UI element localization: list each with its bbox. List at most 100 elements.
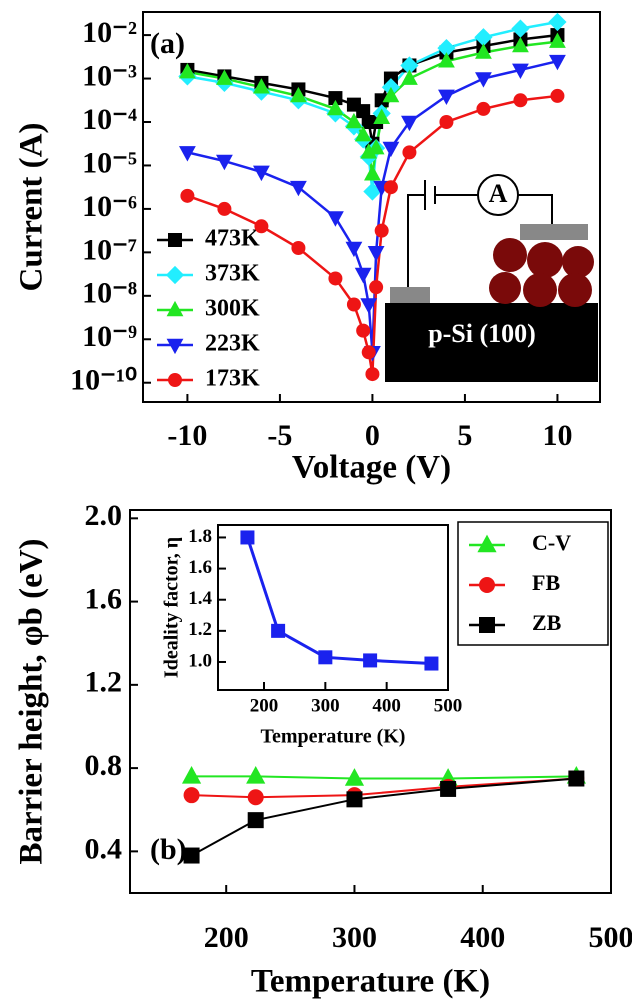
data-point (475, 72, 492, 88)
x-axis-title: Temperature (K) (251, 964, 490, 1000)
data-point (401, 69, 418, 85)
data-point (476, 101, 491, 116)
data-point (254, 219, 269, 234)
x-tick-label: 300 (332, 921, 377, 954)
data-point (356, 104, 371, 119)
annotation: (b) (150, 833, 187, 866)
data-point (438, 52, 455, 68)
y-axis-title: Ideality factor, η (161, 537, 183, 678)
data-point (438, 89, 455, 106)
annotation: p-Si (100) (428, 319, 536, 348)
y-tick-label: 1.2 (188, 619, 212, 640)
y-axis-title: Barrier height, φb (eV) (14, 538, 50, 864)
legend-label: 473K (205, 226, 260, 252)
data-point (180, 188, 195, 203)
legend-marker (165, 265, 185, 285)
chart-panel: 200 300 400 500 1.0 1.2 1.4 1.6 1.8 Temperature (… (161, 524, 463, 748)
data-point (346, 297, 361, 312)
data-point (437, 39, 456, 58)
data-point (401, 115, 418, 132)
data-point (253, 165, 270, 182)
y-tick-label: 1.8 (188, 526, 212, 547)
x-tick-label: 5 (457, 419, 472, 452)
data-point (328, 271, 343, 286)
data-point (328, 91, 343, 106)
data-point (382, 86, 400, 103)
data-point (360, 143, 378, 159)
y-tick-label: 10⁻⁸ (82, 277, 137, 310)
data-point (183, 847, 200, 864)
plot-frame (129, 509, 612, 894)
y-tick-label: 0.8 (85, 749, 123, 782)
data-point (548, 12, 567, 32)
legend-marker (479, 577, 495, 593)
y-tick-label: 1.2 (85, 666, 123, 699)
data-point (439, 115, 454, 130)
data-point (240, 530, 255, 545)
data-point (179, 146, 196, 162)
x-tick-label: -5 (267, 419, 292, 452)
y-tick-label: 0.4 (85, 832, 123, 865)
x-tick-label: 400 (372, 695, 401, 716)
data-point (291, 240, 306, 255)
y-tick-label: 1.6 (85, 582, 123, 615)
data-point (271, 623, 286, 638)
data-point (217, 201, 232, 216)
data-point (247, 812, 264, 829)
data-point (346, 791, 363, 808)
data-point (513, 93, 528, 108)
x-tick-label: -10 (167, 419, 207, 452)
legend-marker (166, 300, 184, 317)
y-tick-label: 10⁻⁷ (82, 233, 137, 266)
data-point (367, 138, 385, 155)
data-point (549, 54, 566, 71)
legend-marker (168, 233, 182, 247)
circuit-schematic (385, 174, 598, 382)
data-point (344, 768, 365, 786)
y-tick-label: 1.6 (188, 557, 212, 578)
data-point (364, 165, 381, 181)
legend-marker (479, 617, 495, 633)
wires (407, 174, 553, 287)
data-point (549, 32, 566, 48)
data-point (474, 28, 493, 47)
x-tick-label: 200 (204, 921, 249, 954)
data-point (183, 787, 200, 804)
y-tick-label: 1.4 (188, 588, 212, 609)
y-tick-label: 10⁻³ (82, 59, 137, 92)
data-point (440, 780, 457, 797)
legend-label: 223K (205, 331, 260, 357)
y-tick-label: 10⁻¹⁰ (70, 364, 137, 397)
data-point (246, 766, 266, 784)
data-point (512, 63, 529, 80)
y-tick-label: 10⁻² (82, 16, 137, 49)
contact (520, 224, 588, 240)
y-tick-label: 10⁻⁶ (82, 190, 137, 223)
legend-marker (168, 373, 182, 387)
data-point (253, 78, 270, 94)
nanostructures (489, 238, 594, 307)
data-point (367, 246, 385, 262)
data-point (181, 766, 202, 784)
data-point (382, 141, 400, 158)
data-point (568, 770, 585, 787)
data-point (361, 345, 376, 360)
y-tick-label: 1.0 (188, 650, 212, 671)
data-point (402, 145, 417, 160)
data-point (354, 125, 372, 142)
x-tick-label: 400 (460, 921, 505, 954)
data-point (550, 88, 565, 103)
data-point (345, 112, 363, 129)
x-tick-label: 500 (589, 921, 632, 954)
legend-label: FB (532, 570, 560, 595)
data-point (216, 69, 233, 85)
legend-label: ZB (532, 610, 562, 635)
y-tick-label: 10⁻⁹ (82, 320, 137, 353)
data-point (360, 298, 378, 314)
data-point (318, 650, 333, 665)
x-tick-label: 10 (542, 419, 572, 452)
data-point (363, 653, 378, 668)
legend-label: 300K (205, 296, 260, 322)
x-tick-label: 500 (434, 695, 463, 716)
